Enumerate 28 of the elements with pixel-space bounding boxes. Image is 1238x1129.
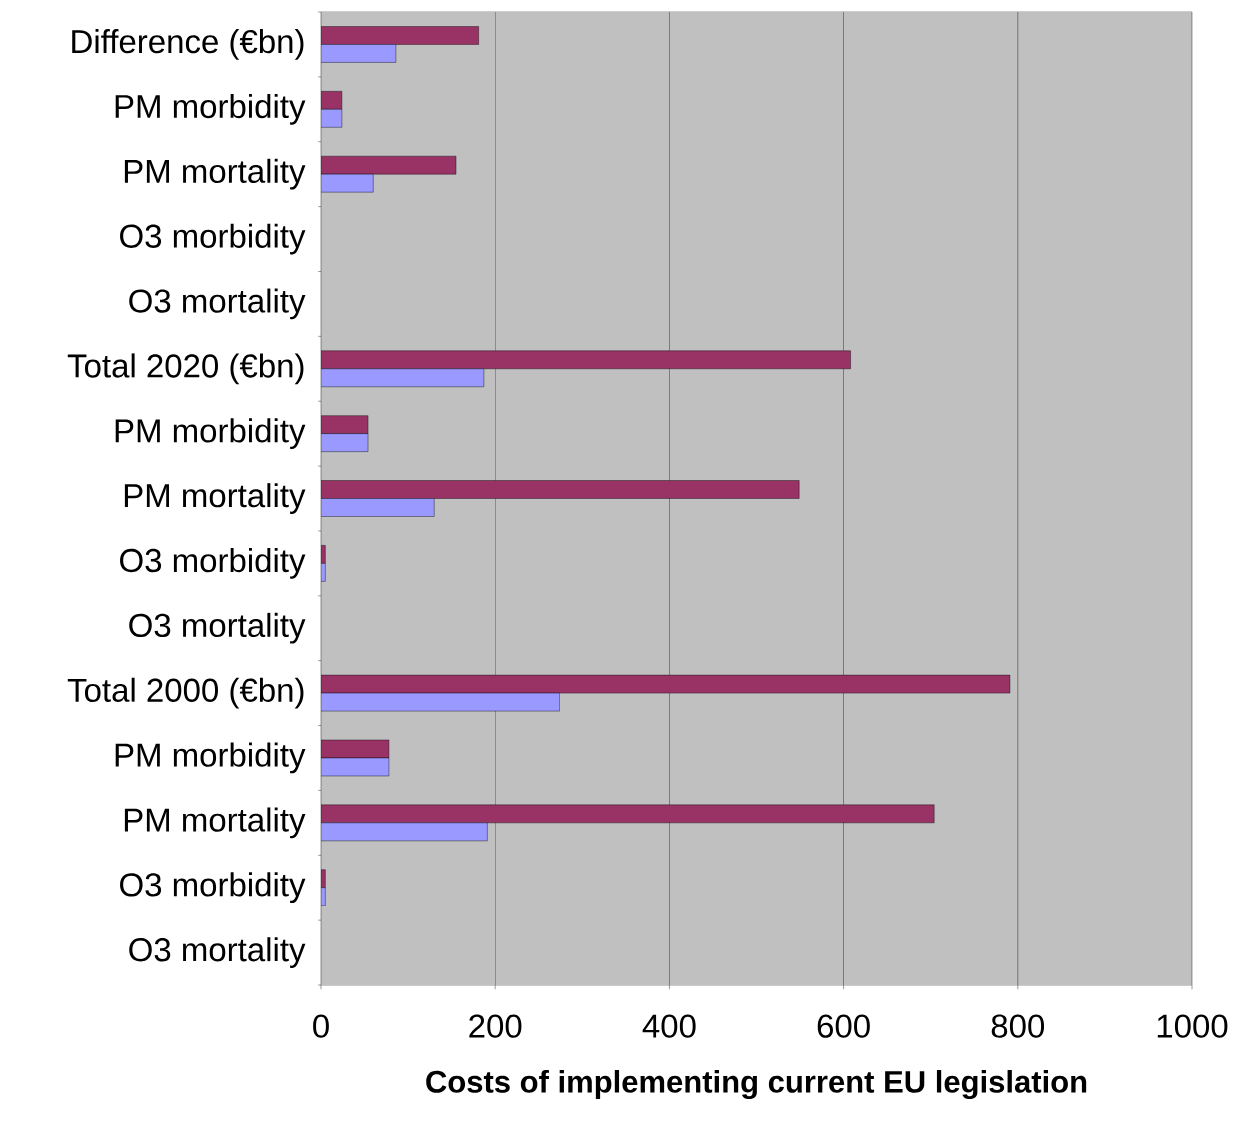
y-tick-label: Total 2020 (€bn) [67, 353, 304, 385]
y-tick-label: O3 morbidity [120, 223, 306, 255]
y-tick-label: Total 2000 (€bn) [67, 677, 304, 709]
y-tick-label: PM morbidity [115, 93, 306, 125]
y-tick-label: PM mortality [124, 807, 306, 839]
y-tick-label: O3 mortality [129, 288, 306, 320]
y-tick-label: O3 mortality [129, 612, 306, 644]
y-tick-label: PM morbidity [115, 742, 306, 774]
y-tick-label: O3 morbidity [120, 548, 306, 579]
y-tick-label: PM mortality [124, 483, 306, 514]
x-tick-label: 400 [642, 1014, 696, 1038]
x-tick-label: 600 [817, 1014, 870, 1038]
bar [321, 155, 457, 175]
y-tick-label: PM morbidity [115, 418, 306, 450]
bar [321, 480, 800, 499]
y-tick-label: Difference (€bn) [72, 29, 304, 60]
x-tick-label: 200 [469, 1014, 522, 1038]
x-tick-label: 0 [313, 1014, 329, 1038]
x-tick-label: 800 [991, 1014, 1045, 1038]
x-tick-label: 1000 [1157, 1014, 1228, 1038]
y-tick-label: O3 mortality [129, 937, 306, 968]
bar [321, 350, 851, 369]
bar [321, 26, 479, 45]
bar [321, 804, 935, 824]
y-tick-label: PM mortality [124, 158, 306, 190]
x-axis-title: Costs of implementing current EU legislation [426, 1070, 1087, 1100]
bar [321, 415, 369, 434]
y-tick-label: O3 morbidity [120, 872, 306, 904]
